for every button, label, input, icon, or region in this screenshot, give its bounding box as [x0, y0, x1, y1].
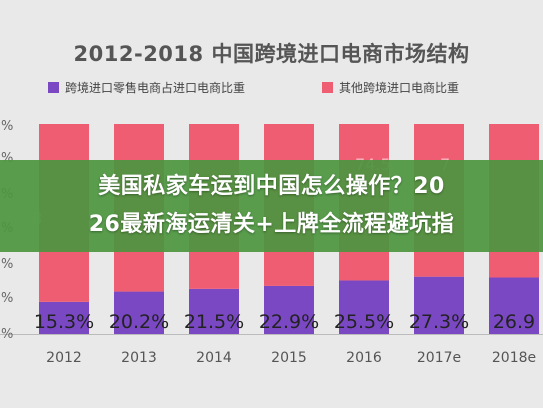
- x-tick-2014: 2014: [196, 350, 232, 366]
- x-tick-2017e: 2017e: [417, 350, 461, 366]
- banner-line-1: 美国私家车运到中国怎么操作？20: [98, 174, 445, 199]
- x-tick-2012: 2012: [46, 350, 82, 366]
- x-tick-2015: 2015: [271, 350, 307, 366]
- data-label-retail-2016: 25.5%: [334, 311, 394, 333]
- bar-retail-2013: [114, 291, 164, 334]
- banner-line-2: 26最新海运清关+上牌全流程避坑指: [88, 212, 455, 237]
- data-label-retail-2018e: 26.9: [493, 311, 535, 333]
- bar-retail-2012: [39, 301, 89, 334]
- legend-item-other: 其他跨境进口电商比重: [322, 79, 459, 96]
- y-tick-partial-6: %: [1, 291, 13, 306]
- legend-swatch-other: [322, 82, 333, 93]
- legend: 跨境进口零售电商占进口电商比重 其他跨境进口电商比重: [0, 79, 543, 99]
- bar-retail-2015: [264, 285, 314, 334]
- chart-title: 2012-2018 中国跨境进口电商市场结构: [73, 42, 470, 66]
- data-label-retail-2013: 20.2%: [109, 311, 169, 333]
- x-tick-2016: 2016: [346, 350, 382, 366]
- y-tick-partial-7: %: [1, 327, 13, 342]
- overlay-banner: 美国私家车运到中国怎么操作？20 26最新海运清关+上牌全流程避坑指: [0, 160, 543, 252]
- legend-label-other: 其他跨境进口电商比重: [339, 81, 460, 95]
- data-label-retail-2014: 21.5%: [184, 311, 244, 333]
- data-label-retail-2012: 15.3%: [34, 311, 94, 333]
- data-label-retail-2015: 22.9%: [259, 311, 319, 333]
- y-tick-partial-1: %: [1, 119, 13, 134]
- bar-retail-2016: [339, 280, 389, 334]
- legend-item-retail: 跨境进口零售电商占进口电商比重: [48, 79, 245, 96]
- y-tick-partial-5: %: [1, 257, 13, 272]
- data-label-retail-2017e: 27.3%: [409, 311, 469, 333]
- bar-retail-2018e: [489, 277, 539, 334]
- bar-retail-2014: [189, 288, 239, 334]
- x-tick-2013: 2013: [121, 350, 157, 366]
- legend-label-retail: 跨境进口零售电商占进口电商比重: [65, 81, 246, 95]
- x-tick-2018e: 2018e: [492, 350, 536, 366]
- bar-retail-2017e: [414, 276, 464, 334]
- legend-swatch-retail: [48, 82, 59, 93]
